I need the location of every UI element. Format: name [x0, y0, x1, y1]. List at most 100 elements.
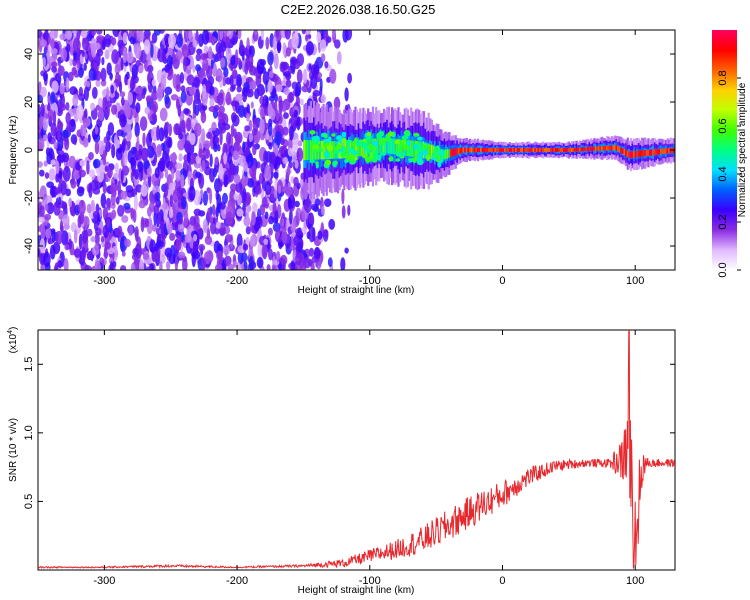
- x-tick-label: -300: [93, 575, 115, 587]
- spectrogram-cell: [203, 45, 209, 54]
- spectrogram-cell: [149, 239, 156, 253]
- spectrogram-cell: [256, 256, 264, 269]
- spectrogram-cell: [236, 208, 244, 217]
- spectrogram-cell: [281, 217, 285, 228]
- spectrogram-cell: [104, 49, 110, 60]
- spectrogram-band-blob: [403, 129, 411, 137]
- spectrogram-cell: [139, 116, 148, 131]
- spectrogram-band-core: [585, 147, 588, 152]
- spectrogram-cell: [154, 167, 160, 179]
- spectrogram-cell: [39, 169, 45, 177]
- spectrogram-band-core: [657, 149, 660, 155]
- spectrogram-cell: [301, 85, 309, 93]
- spectrogram-cell: [347, 204, 351, 216]
- colorbar-tick-label: 0.2: [717, 214, 729, 229]
- spectrogram-cell: [78, 169, 86, 178]
- spectrogram-cell: [141, 92, 146, 99]
- spectrogram-cell: [215, 52, 222, 62]
- spectrogram-cell: [290, 222, 296, 233]
- spectrogram-cell: [50, 185, 58, 198]
- spectrogram-band-core: [599, 146, 602, 151]
- spectrogram-cell: [218, 112, 226, 124]
- spectrogram-cell: [133, 194, 138, 211]
- spectrogram-cell: [141, 218, 150, 228]
- spectrogram-cell: [252, 202, 258, 213]
- x-tick-label: -100: [359, 575, 381, 587]
- spectrogram-band-core: [629, 151, 633, 158]
- spectrogram-band-core: [306, 140, 309, 160]
- spectrogram-cell: [180, 174, 185, 189]
- spectrogram-band-core: [580, 147, 583, 152]
- spectrogram-band-core: [612, 145, 615, 151]
- spectrogram-cell: [51, 66, 57, 73]
- spectrogram-cell: [46, 202, 55, 215]
- spectrogram-cell: [277, 184, 282, 194]
- spectrogram-cell: [209, 153, 213, 168]
- spectrogram-cell: [270, 108, 276, 121]
- spectrogram-band-core: [426, 142, 429, 159]
- spectrogram-band-core: [500, 148, 504, 152]
- spectrogram-band-core: [571, 148, 574, 152]
- spectrogram-band-blob: [323, 138, 331, 144]
- spectrogram-cell: [144, 106, 151, 115]
- spectrogram-cell: [158, 127, 165, 142]
- spectrogram-cell: [256, 58, 265, 75]
- spectrogram-band-core: [561, 148, 564, 152]
- spectrogram-cell: [94, 141, 100, 155]
- spectrogram-band-core: [661, 148, 664, 155]
- spectrogram-cell: [264, 164, 271, 180]
- spectrogram-band-blob: [421, 150, 428, 156]
- spectrogram-band-core: [472, 147, 475, 153]
- spectrogram-cell: [264, 181, 272, 196]
- spectrogram-band-core: [645, 150, 648, 157]
- spectrogram-cell: [82, 117, 90, 128]
- spectrogram-band-core: [354, 140, 357, 157]
- spectrogram-cell: [202, 140, 211, 149]
- spectrogram-cell: [79, 159, 86, 167]
- spectrogram-cell: [38, 30, 43, 39]
- spectrogram-band-core: [446, 149, 449, 159]
- spectrogram-cell: [193, 234, 198, 242]
- spectrogram-cell: [137, 161, 144, 173]
- spectrogram-band-blob: [401, 135, 409, 140]
- spectrogram-band-core: [556, 148, 559, 152]
- spectrogram-cell: [231, 112, 237, 123]
- spectrogram-band-blob: [378, 138, 383, 146]
- x-tick-label: 0: [499, 275, 505, 287]
- spectrogram-cell: [259, 88, 266, 95]
- x-tick-label: -100: [359, 275, 381, 287]
- spectrogram-band-blob: [364, 156, 372, 163]
- spectrogram-cell: [184, 140, 192, 153]
- spectrogram-cell: [321, 206, 325, 216]
- spectrogram-cell: [289, 208, 293, 225]
- spectrogram-cell: [336, 51, 342, 65]
- spectrogram-cell: [88, 67, 97, 81]
- spectrogram-band-core: [518, 148, 521, 152]
- spectrogram-band-core: [636, 150, 639, 158]
- spectrogram-cell: [146, 145, 155, 159]
- spectrogram-cell: [102, 149, 107, 166]
- spectrogram-cell: [77, 214, 82, 228]
- spectrogram-cell: [42, 56, 46, 68]
- colorbar: 0.0 0.2 0.4 0.6 0.8 Normalized spectral ampl…: [712, 30, 748, 278]
- spectrogram-cell: [182, 257, 188, 270]
- spectrogram-cell: [48, 168, 56, 181]
- spectrogram-band-core: [305, 140, 308, 160]
- spectrogram-band-core: [464, 147, 467, 153]
- snr-x-label: Height of straight line (km): [298, 585, 415, 596]
- spectrogram-cell: [180, 119, 186, 132]
- spectrogram-cell: [167, 222, 173, 235]
- colorbar-label: Normalized spectral amplitude: [737, 82, 748, 217]
- spectrogram-cell: [246, 104, 250, 114]
- spectrogram-cell: [188, 185, 196, 201]
- spectrogram-cell: [232, 69, 238, 80]
- spectrogram-cell: [299, 98, 304, 106]
- spectrogram-band-blob: [372, 151, 378, 157]
- spectrogram-band-core: [496, 148, 499, 152]
- spectrogram-band-core: [454, 148, 457, 156]
- spectrogram-cell: [164, 86, 173, 96]
- spectrogram-cell: [168, 208, 174, 219]
- y-tick-label: 0: [23, 147, 35, 153]
- spectrogram-cell: [261, 244, 268, 259]
- spectrogram-band-blob: [336, 144, 342, 150]
